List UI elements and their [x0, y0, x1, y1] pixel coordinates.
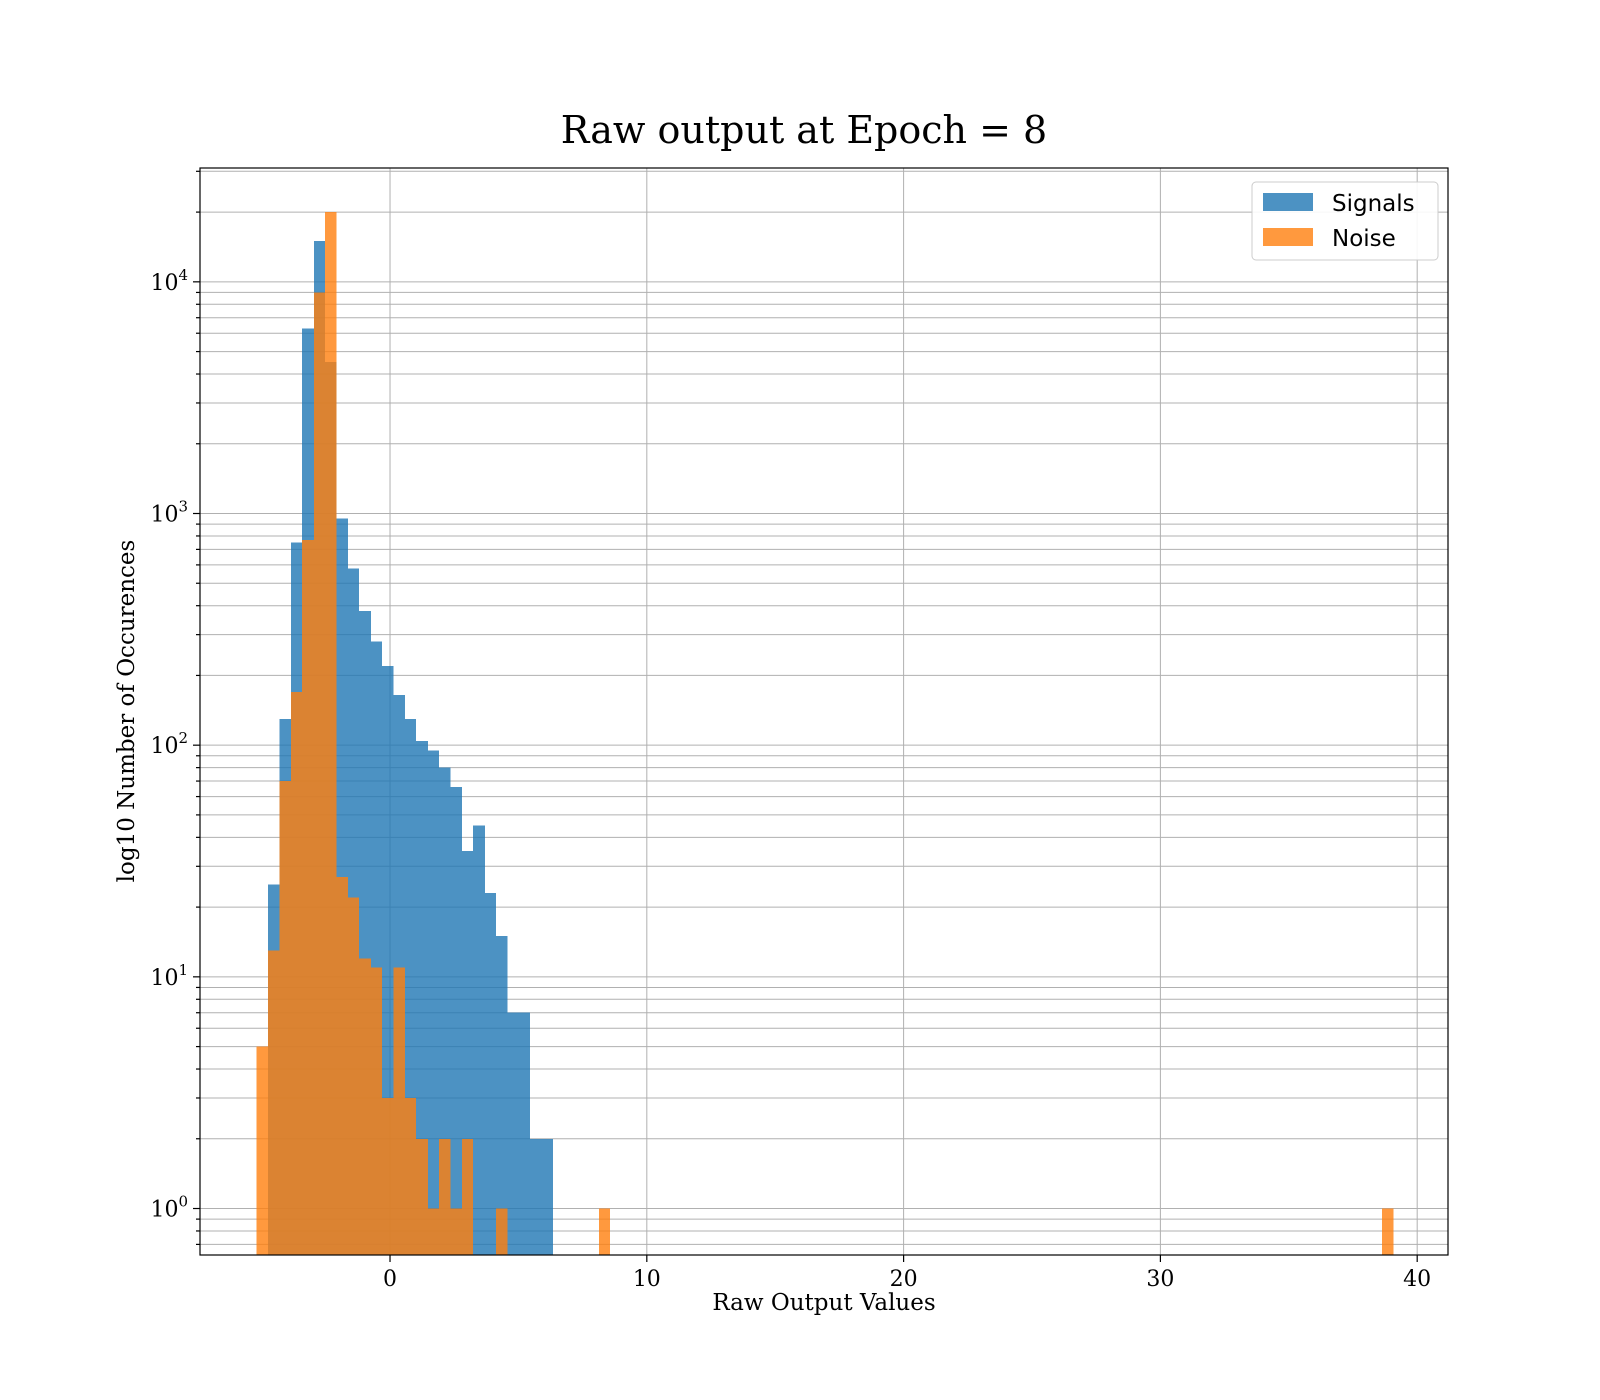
axis-ticks: 0 10 20 30 40 100 101 102 103 104 — [150, 170, 1431, 1292]
histogram-bar-noise — [393, 967, 405, 1255]
histogram-bar-signals — [484, 893, 497, 1255]
histogram-bar-noise — [359, 958, 371, 1255]
histogram-bar-signals — [473, 825, 485, 1255]
x-tick-label: 10 — [633, 1267, 661, 1292]
y-tick-label: 104 — [150, 266, 188, 296]
histogram-bar-noise — [382, 1097, 394, 1255]
histogram-bar-noise — [416, 1138, 428, 1255]
histogram-bar-signals — [427, 750, 440, 1255]
histogram-bar-noise — [598, 1208, 611, 1255]
histogram-bar-noise — [404, 1097, 417, 1255]
histogram-bar-signals — [439, 767, 451, 1255]
y-tick-label: 101 — [150, 961, 188, 991]
legend-swatch-noise — [1263, 228, 1313, 246]
histogram-bar-signals — [530, 1138, 542, 1255]
histogram-bar-signals — [496, 936, 508, 1255]
histogram-bar-noise — [439, 1138, 451, 1255]
y-tick-label: 103 — [150, 498, 188, 528]
histogram-bar-signals — [461, 850, 474, 1255]
noise-series — [256, 212, 1394, 1255]
histogram-bar-signals — [507, 1012, 519, 1255]
chart-title: Raw output at Epoch = 8 — [561, 108, 1047, 152]
legend-label-noise: Noise — [1332, 226, 1396, 252]
histogram-bar-signals — [382, 665, 394, 1255]
legend-swatch-signals — [1263, 193, 1313, 211]
histogram-bar-signals — [541, 1138, 554, 1255]
x-axis-label: Raw Output Values — [712, 1290, 935, 1316]
x-tick-label: 20 — [890, 1267, 918, 1292]
histogram-bar-signals — [359, 610, 371, 1255]
y-axis-label: log10 Number of Occurences — [114, 540, 140, 883]
histogram-bar-noise — [325, 212, 337, 1255]
histogram-bar-signals — [370, 641, 383, 1255]
plot-frame — [199, 167, 1449, 1256]
histogram-bar-noise — [450, 1208, 462, 1255]
histogram-bar-signals — [450, 786, 462, 1255]
legend-label-signals: Signals — [1332, 191, 1415, 217]
histogram-bar-signals — [416, 741, 428, 1255]
histogram-bar-noise — [290, 691, 303, 1255]
histogram-bar-noise — [370, 967, 383, 1255]
histogram-bar-noise — [302, 539, 314, 1255]
histogram-bar-signals — [518, 1012, 531, 1255]
histogram-bar-signals — [404, 718, 417, 1255]
x-tick-label: 40 — [1403, 1267, 1431, 1292]
histogram-bar-noise — [427, 1208, 440, 1255]
histogram-bar-noise — [496, 1208, 508, 1255]
y-tick-label: 100 — [150, 1193, 188, 1223]
histogram-bar-noise — [336, 876, 348, 1255]
legend: Signals Noise — [1251, 181, 1439, 261]
y-tick-label: 102 — [150, 729, 188, 759]
histogram-bar-noise — [313, 292, 326, 1255]
x-tick-label: 30 — [1146, 1267, 1174, 1292]
histogram-bar-noise — [347, 897, 360, 1255]
histogram-bar-noise — [256, 1046, 269, 1255]
histogram-bar-noise — [279, 781, 291, 1255]
histogram-bar-noise — [1382, 1208, 1394, 1255]
x-tick-label: 0 — [383, 1267, 397, 1292]
histogram-bar-noise — [268, 950, 280, 1255]
histogram-bar-noise — [461, 1138, 474, 1255]
